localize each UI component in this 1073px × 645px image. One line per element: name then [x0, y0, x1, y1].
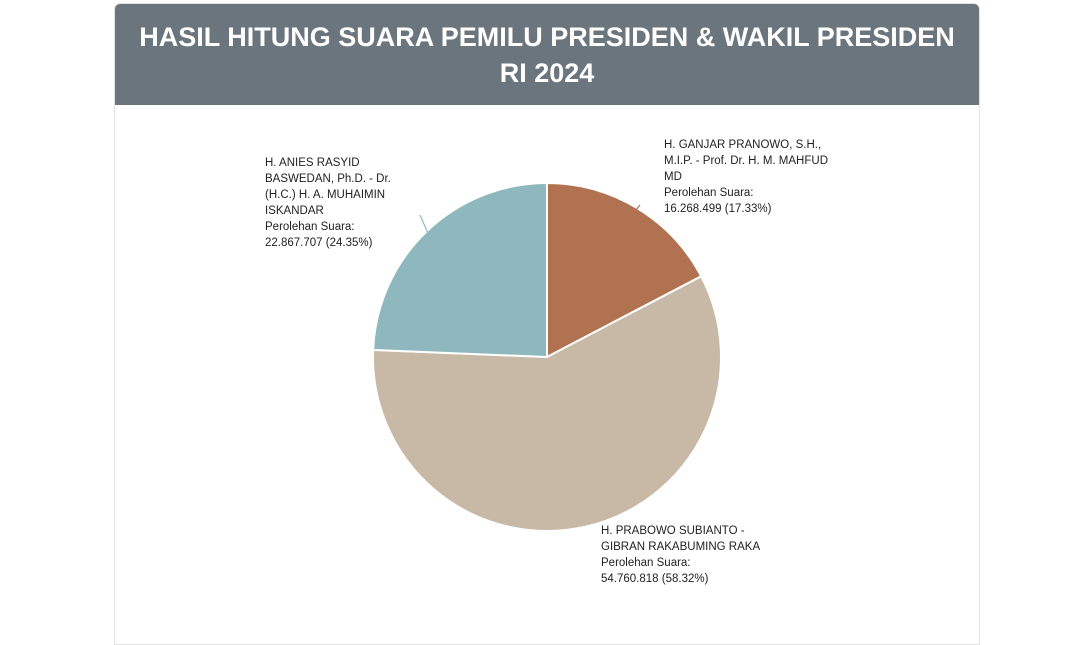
label-votes-caption: Perolehan Suara:	[601, 555, 766, 571]
label-ganjar-mahfud: H. GANJAR PRANOWO, S.H., M.I.P. - Prof. …	[664, 137, 844, 217]
label-prabowo-gibran: H. PRABOWO SUBIANTO - GIBRAN RAKABUMING …	[601, 523, 766, 587]
label-votes-value: 16.268.499 (17.33%)	[664, 201, 844, 217]
label-votes-caption: Perolehan Suara:	[265, 219, 405, 235]
label-votes-caption: Perolehan Suara:	[664, 185, 844, 201]
label-votes-value: 54.760.818 (58.32%)	[601, 571, 766, 587]
label-name: H. ANIES RASYID BASWEDAN, Ph.D. - Dr. (H…	[265, 155, 405, 219]
label-anies-muhaimin: H. ANIES RASYID BASWEDAN, Ph.D. - Dr. (H…	[265, 155, 405, 251]
leader-line-anies-muhaimin	[420, 215, 428, 233]
label-votes-value: 22.867.707 (24.35%)	[265, 235, 405, 251]
label-name: H. GANJAR PRANOWO, S.H., M.I.P. - Prof. …	[664, 137, 844, 185]
label-name: H. PRABOWO SUBIANTO - GIBRAN RAKABUMING …	[601, 523, 766, 555]
